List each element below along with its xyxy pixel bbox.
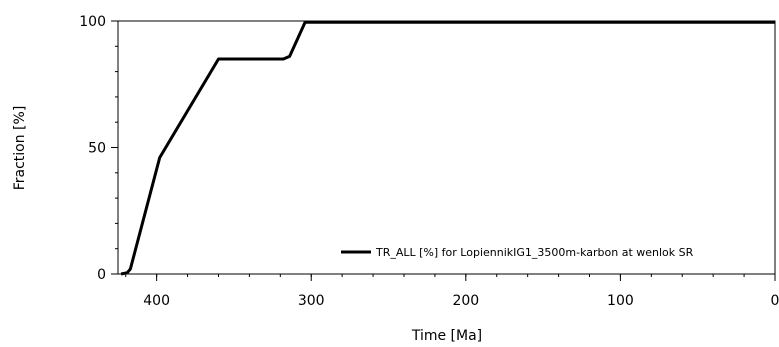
x-tick-label: 200: [452, 293, 479, 309]
x-tick-label: 400: [143, 293, 170, 309]
series-group: [120, 20, 775, 276]
y-axis-title: Fraction [%]: [12, 106, 28, 191]
x-tick-label: 0: [771, 293, 779, 309]
y-tick-label: 50: [88, 141, 106, 157]
legend: TR_ALL [%] for LopiennikIG1_3500m-karbon…: [341, 246, 694, 259]
x-axis-title: Time [Ma]: [411, 328, 482, 344]
legend-label: TR_ALL [%] for LopiennikIG1_3500m-karbon…: [375, 246, 694, 259]
x-tick-label: 100: [607, 293, 634, 309]
x-tick-labels: 400 300 200 100 0: [143, 293, 779, 309]
y-tick-labels: 0 50 100: [79, 14, 106, 283]
y-tick-label: 0: [97, 267, 106, 283]
x-tick-label: 300: [298, 293, 325, 309]
series-line: [120, 20, 775, 276]
y-tick-label: 100: [79, 14, 106, 30]
